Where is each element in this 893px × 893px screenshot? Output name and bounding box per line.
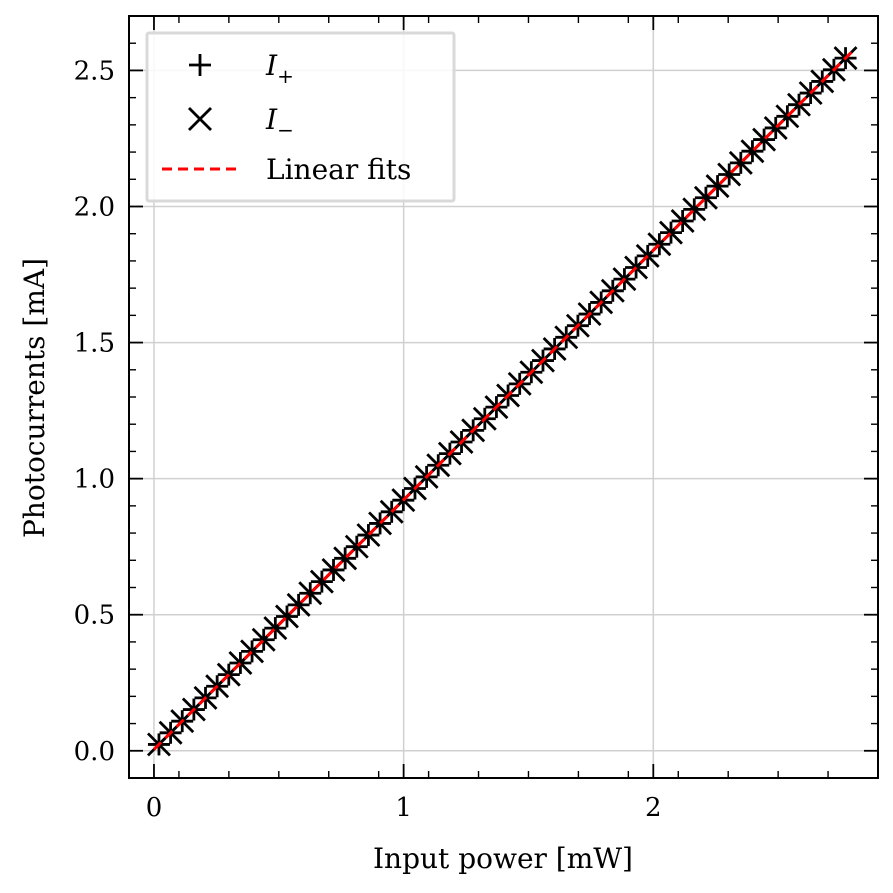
x-tick-label: 2 [645,793,662,823]
x-axis-title: Input power [mW] [373,842,633,875]
legend-label-subscript: − [277,118,294,142]
legend-box [145,31,456,203]
y-tick-label: 0.5 [74,601,115,631]
x-tick-label: 0 [146,793,163,823]
legend-x-b [188,107,212,131]
legend-label: Linear fits [266,153,411,186]
fit-line [152,49,855,751]
legend-plus-marker [189,54,211,76]
axes: 0 1 2 0.0 0.5 1.0 1.5 2.0 2.5 [74,15,879,823]
y-tick-label: 0.0 [74,737,115,767]
y-tick-label: 2.0 [74,193,115,223]
y-tick-label: 1.5 [74,329,115,359]
y-axis-title: Photocurrents [mA] [18,258,51,538]
legend-label-base: I [265,49,278,82]
legend: I+I−Linear fits [145,31,456,203]
legend-label-subscript: + [277,64,294,88]
y-tick-label: 2.5 [74,56,115,86]
x-tick-label: 1 [395,793,412,823]
legend-label: I− [265,103,294,142]
plot-area [146,46,858,757]
legend-label: I+ [265,49,294,88]
legend-x-marker [188,107,212,131]
y-tick-label: 1.0 [74,465,115,495]
legend-label-base: I [265,103,278,136]
